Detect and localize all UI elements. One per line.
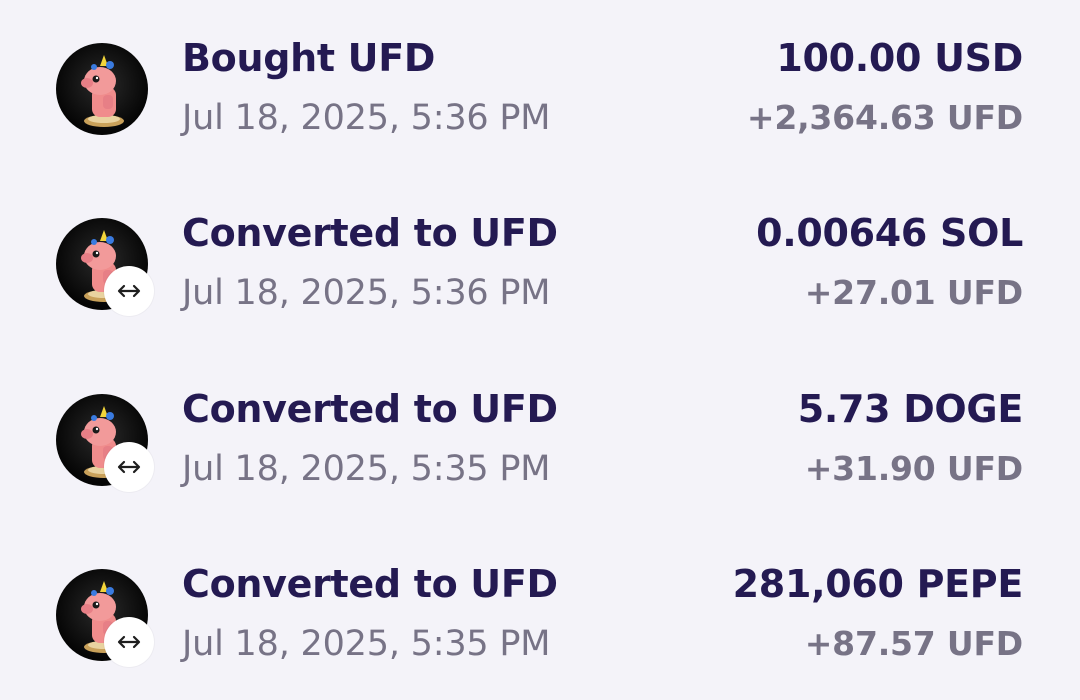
swap-arrows-icon — [117, 284, 141, 298]
transaction-date: Jul 18, 2025, 5:36 PM — [182, 98, 551, 138]
avatar-wrap — [56, 569, 154, 667]
transaction-title: Converted to UFD — [182, 211, 558, 255]
transaction-title: Converted to UFD — [182, 387, 558, 431]
transaction-date: Jul 18, 2025, 5:36 PM — [182, 273, 551, 313]
avatar-wrap — [56, 394, 154, 492]
transaction-title: Bought UFD — [182, 36, 436, 80]
transaction-row[interactable]: Converted to UFD Jul 18, 2025, 5:35 PM 2… — [0, 526, 1080, 676]
ufd-token-avatar-icon — [56, 43, 148, 135]
avatar-wrap — [56, 218, 154, 316]
transaction-amount: 0.00646 SOL — [756, 211, 1023, 255]
avatar-wrap — [56, 43, 148, 135]
transaction-date: Jul 18, 2025, 5:35 PM — [182, 624, 551, 664]
swap-badge — [104, 266, 154, 316]
transaction-amount: 5.73 DOGE — [797, 387, 1024, 431]
transaction-row[interactable]: Converted to UFD Jul 18, 2025, 5:35 PM 5… — [0, 351, 1080, 501]
transaction-received: +2,364.63 UFD — [746, 98, 1023, 137]
swap-badge — [104, 442, 154, 492]
transaction-title: Converted to UFD — [182, 562, 558, 606]
transaction-date: Jul 18, 2025, 5:35 PM — [182, 449, 551, 489]
swap-arrows-icon — [117, 460, 141, 474]
transaction-amount: 100.00 USD — [776, 36, 1023, 80]
transaction-row[interactable]: Bought UFD Jul 18, 2025, 5:36 PM 100.00 … — [0, 0, 1080, 150]
swap-badge — [104, 617, 154, 667]
transaction-received: +87.57 UFD — [804, 624, 1023, 663]
transaction-received: +27.01 UFD — [804, 273, 1023, 312]
swap-arrows-icon — [117, 635, 141, 649]
transaction-row[interactable]: Converted to UFD Jul 18, 2025, 5:36 PM 0… — [0, 175, 1080, 325]
transaction-received: +31.90 UFD — [804, 449, 1023, 488]
transaction-amount: 281,060 PEPE — [732, 562, 1024, 606]
